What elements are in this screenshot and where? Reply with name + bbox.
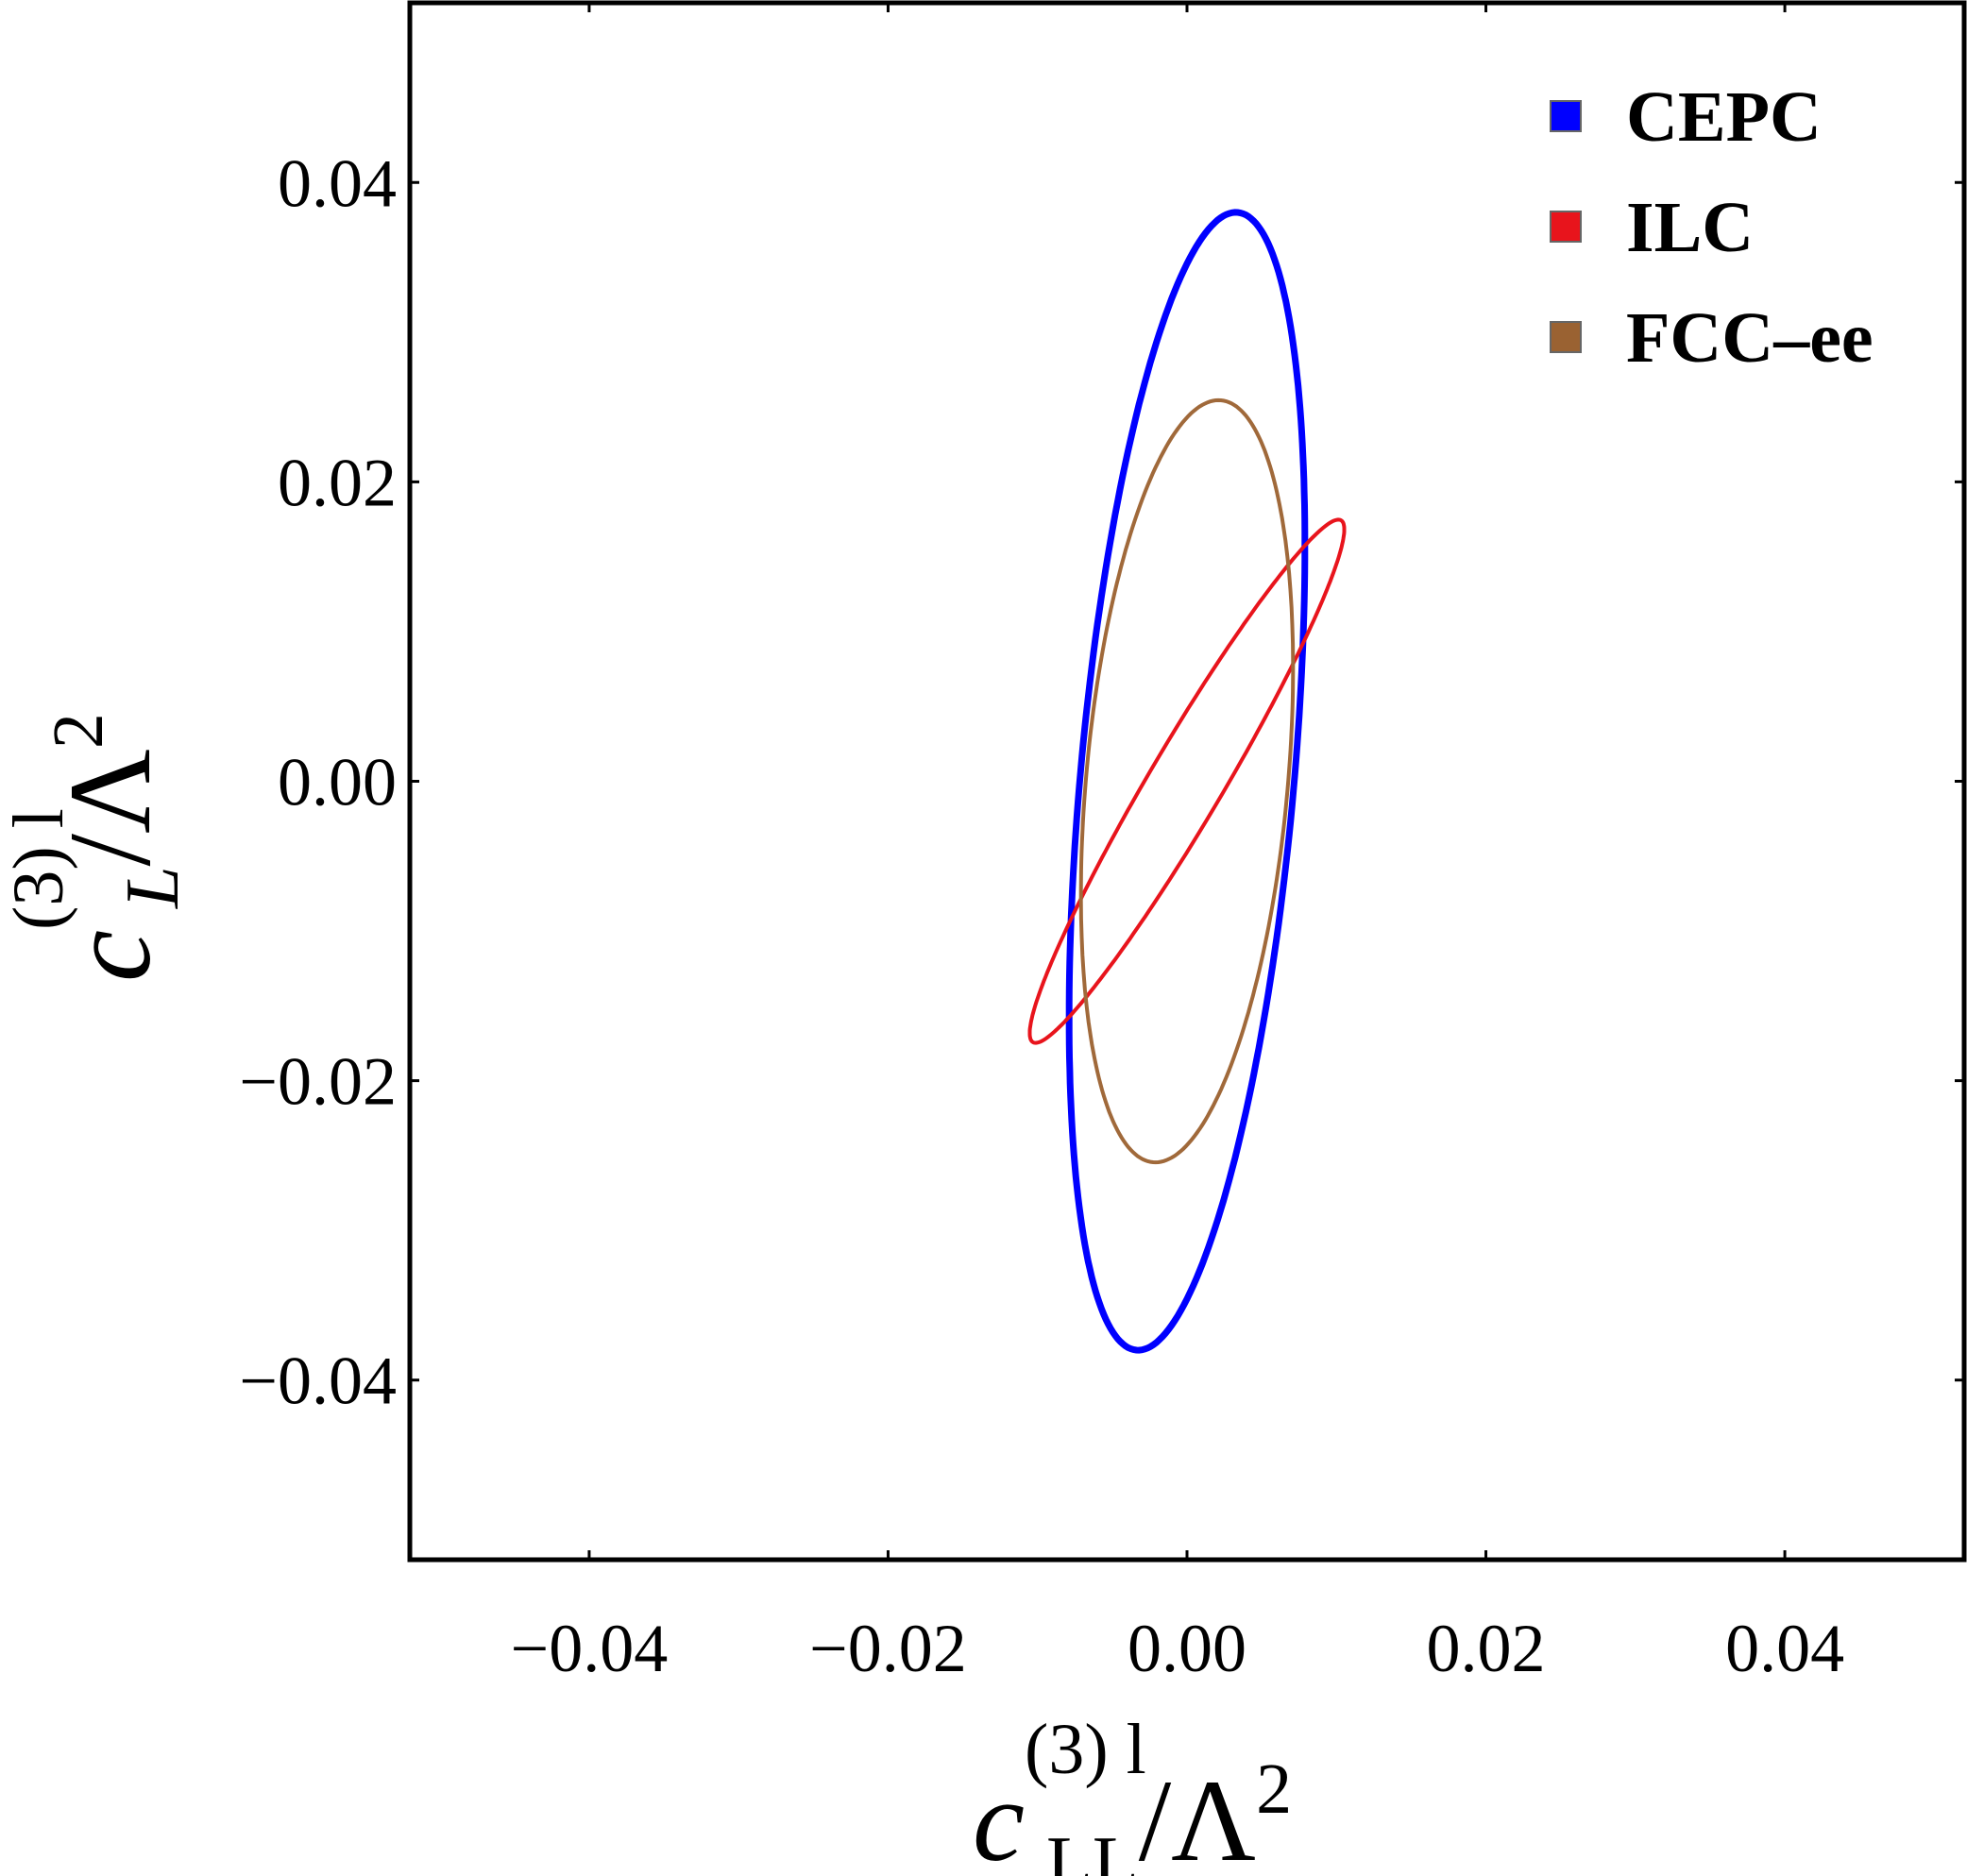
y-axis-title: c(3) l L/Λ2 — [0, 713, 195, 982]
x-tick-label: 0.02 — [1427, 1611, 1546, 1686]
y-tick-label: 0.02 — [278, 445, 397, 520]
legend-swatch — [1550, 321, 1582, 353]
y-tick-label: 0.00 — [278, 745, 397, 820]
contour-cepc — [1065, 209, 1309, 1354]
x-tick-label: 0.00 — [1128, 1611, 1246, 1686]
legend-label: CEPC — [1626, 77, 1822, 157]
y-tick-label: 0.04 — [278, 145, 397, 221]
x-tick-label: −0.02 — [809, 1611, 967, 1686]
y-tick-label: −0.02 — [239, 1044, 397, 1120]
legend-label: FCC–ee — [1626, 298, 1874, 378]
curves-layer — [1027, 209, 1347, 1354]
plot-frame — [407, 0, 1967, 1563]
legend-label: ILC — [1626, 188, 1754, 267]
x-tick-label: 0.04 — [1725, 1611, 1844, 1686]
x-tick-label: −0.04 — [511, 1611, 669, 1686]
svg-text:c(3) lL/Λ2: c(3) l L/Λ2 — [0, 713, 195, 982]
contour-ilc — [1027, 517, 1347, 1045]
legend-swatch — [1550, 100, 1582, 132]
contour-fcc-ee — [1078, 397, 1296, 1165]
y-tick-label: −0.04 — [239, 1344, 397, 1419]
legend-swatch — [1550, 211, 1582, 243]
x-axis-title: c(3) l LL/Λ2 — [973, 1710, 1292, 1876]
legend: CEPC ILC FCC–ee — [1550, 77, 1874, 378]
ticklabels-layer: −0.04 −0.02 0.00 0.02 0.04 −0.04 −0.02 0.00 0.02… — [239, 145, 1844, 1686]
